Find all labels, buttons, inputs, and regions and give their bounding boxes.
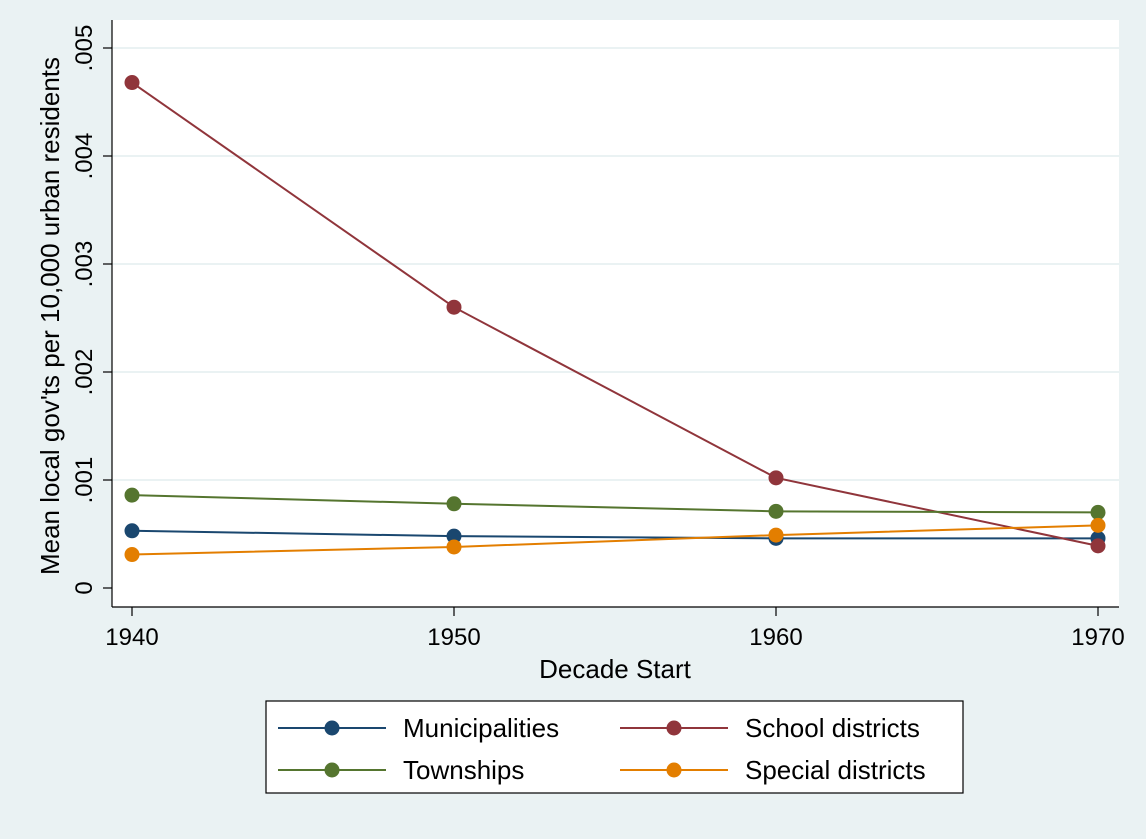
series-line [131,524,1099,556]
data-point [768,503,784,519]
y-tick-label: .002 [71,349,98,396]
legend: Municipalities School districts Townships S… [265,700,964,794]
data-point [124,487,140,503]
legend-label: Special districts [745,755,926,785]
legend-marker [324,720,340,736]
data-point [768,527,784,543]
legend-label: Townships [403,755,524,785]
data-point [124,523,140,539]
data-point [446,539,462,555]
data-point [446,528,462,544]
plot-area [112,20,1119,607]
y-tick-label: .001 [71,457,98,504]
data-point [1090,504,1106,520]
data-point [1090,538,1106,554]
y-tick-label: 0 [71,581,98,594]
legend-label: School districts [745,713,920,743]
series-line [131,529,1098,540]
data-point [124,75,140,91]
y-tick-label: .003 [71,241,98,288]
series-line [131,494,1099,514]
legend-label: Municipalities [403,713,559,743]
x-tick-label: 1950 [427,624,480,651]
y-axis-label: Mean local gov'ts per 10,000 urban resid… [35,57,65,575]
legend-marker [666,720,682,736]
axes [111,20,1119,608]
x-tick-label: 1940 [105,624,158,651]
data-point [446,299,462,315]
data-point [446,496,462,512]
legend-marker [324,762,340,778]
ticks: 0 .001 .002 .003 .004 .005 1940 1950 1960 1970 [71,25,1125,651]
data-point [1090,517,1106,533]
data-point [124,547,140,563]
legend-items: Municipalities School districts Townships S… [278,713,926,785]
legend-marker [666,762,682,778]
x-tick-label: 1970 [1071,624,1124,651]
series [124,75,1106,563]
x-axis-label: Decade Start [539,654,692,684]
data-point [768,470,784,486]
grid-lines [112,47,1119,481]
legend-box [265,700,964,794]
y-tick-label: .005 [71,25,98,72]
y-tick-label: .004 [71,133,98,180]
x-tick-label: 1960 [749,624,802,651]
